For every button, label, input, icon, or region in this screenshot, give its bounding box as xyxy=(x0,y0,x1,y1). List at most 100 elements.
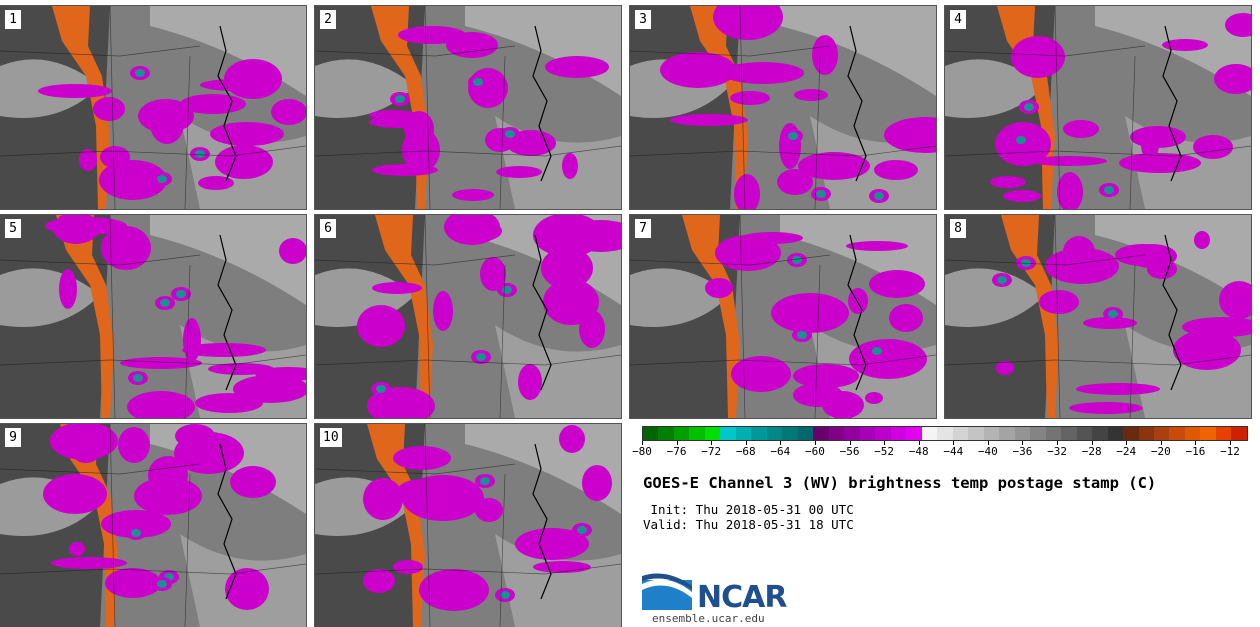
colorbar-swatch xyxy=(968,427,984,440)
colorbar-tick-label: −20 xyxy=(1150,445,1171,458)
ensemble-member-panel: 8 xyxy=(944,214,1252,419)
colorbar-swatch xyxy=(813,427,829,440)
site-url: ensemble.ucar.edu xyxy=(652,612,765,625)
colorbar-ticks: −80 −76 −72 −68 −64 −60 −56 −52 −48 −44 −40 −36 −32 −… xyxy=(632,441,1248,461)
panel-number: 3 xyxy=(635,10,651,29)
ensemble-member-panel: 5 xyxy=(0,214,307,419)
colorbar-tick-label: −56 xyxy=(839,445,860,458)
colorbar xyxy=(642,426,1248,441)
colorbar-tick-mark xyxy=(849,441,851,445)
ensemble-member-panel: 4 xyxy=(944,5,1252,210)
colorbar-swatch xyxy=(983,427,1000,440)
colorbar-tick-label: −40 xyxy=(977,445,998,458)
logo-wordmark: NCAR xyxy=(697,580,787,615)
colorbar-swatch xyxy=(1092,427,1108,440)
colorbar-swatch xyxy=(828,427,845,440)
colorbar-tick-mark xyxy=(1057,441,1059,445)
colorbar-tick-label: −32 xyxy=(1047,445,1067,458)
ensemble-member-panel: 6 xyxy=(314,214,622,419)
colorbar-swatch xyxy=(735,427,752,440)
colorbar-swatch xyxy=(1231,427,1247,440)
colorbar-swatch xyxy=(782,427,798,440)
colorbar-swatch xyxy=(875,427,891,440)
ncar-logo-icon xyxy=(642,573,692,610)
panel-number: 2 xyxy=(320,10,336,29)
colorbar-tick-mark xyxy=(745,441,747,445)
colorbar-tick-label: −36 xyxy=(1012,445,1033,458)
ensemble-member-panel: 2 xyxy=(314,5,622,210)
brightness-temp-map xyxy=(630,6,936,209)
panel-number: 6 xyxy=(320,219,336,238)
colorbar-tick-mark xyxy=(1195,441,1197,445)
colorbar-swatch xyxy=(643,427,659,440)
panel-number: 5 xyxy=(5,219,21,238)
panel-number: 8 xyxy=(950,219,966,238)
colorbar-swatch xyxy=(1030,427,1046,440)
ensemble-member-panel: 3 xyxy=(629,5,937,210)
colorbar-tick-mark xyxy=(1230,441,1231,445)
colorbar-swatch xyxy=(1045,427,1062,440)
colorbar-swatch xyxy=(906,427,922,440)
colorbar-tick-label: −16 xyxy=(1185,445,1206,458)
brightness-temp-map xyxy=(0,424,306,627)
colorbar-swatch xyxy=(766,427,783,440)
colorbar-swatch xyxy=(1169,427,1185,440)
panel-number: 10 xyxy=(320,428,342,447)
init-time: Init: Thu 2018-05-31 00 UTC xyxy=(643,502,854,517)
figure-title: GOES-E Channel 3 (WV) brightness temp po… xyxy=(643,474,1157,492)
brightness-temp-map xyxy=(945,215,1251,418)
colorbar-tick-mark xyxy=(676,441,678,445)
colorbar-tick-label: −76 xyxy=(666,445,687,458)
colorbar-swatch xyxy=(1061,427,1077,440)
colorbar-tick-label: −64 xyxy=(770,445,791,458)
colorbar-swatch xyxy=(1076,427,1093,440)
colorbar-tick-mark xyxy=(1091,441,1093,445)
colorbar-tick-mark xyxy=(1126,441,1128,445)
panel-number: 9 xyxy=(5,428,21,447)
colorbar-swatch xyxy=(952,427,969,440)
colorbar-tick-label: −24 xyxy=(1116,445,1137,458)
colorbar-tick-label: −48 xyxy=(908,445,929,458)
colorbar-swatch xyxy=(1215,427,1232,440)
colorbar-swatch xyxy=(999,427,1015,440)
colorbar-swatch xyxy=(673,427,690,440)
colorbar-tick-mark xyxy=(814,441,816,445)
colorbar-swatch xyxy=(1138,427,1154,440)
colorbar-swatch xyxy=(720,427,736,440)
colorbar-swatch xyxy=(1107,427,1124,440)
colorbar-tick-mark xyxy=(884,441,886,445)
brightness-temp-map xyxy=(315,6,621,209)
colorbar-swatch xyxy=(921,427,938,440)
ensemble-member-panel: 7 xyxy=(629,214,937,419)
brightness-temp-map xyxy=(315,424,621,627)
colorbar-tick-label: −60 xyxy=(805,445,825,458)
brightness-temp-map xyxy=(630,215,936,418)
colorbar-tick-label: −68 xyxy=(735,445,756,458)
colorbar-tick-mark xyxy=(1160,441,1162,445)
colorbar-swatch xyxy=(844,427,860,440)
colorbar-swatch xyxy=(1184,427,1201,440)
ensemble-member-panel: 10 xyxy=(314,423,622,627)
colorbar-swatch xyxy=(658,427,674,440)
colorbar-swatch xyxy=(1200,427,1216,440)
ensemble-member-panel: 9 xyxy=(0,423,307,627)
colorbar-swatch xyxy=(937,427,953,440)
colorbar-tick-label: −28 xyxy=(1081,445,1102,458)
colorbar-tick-label: −80 xyxy=(632,445,652,458)
panel-number: 7 xyxy=(635,219,651,238)
colorbar-swatch xyxy=(704,427,721,440)
ensemble-member-panel: 1 xyxy=(0,5,307,210)
colorbar-tick-label: −72 xyxy=(701,445,722,458)
valid-time: Valid: Thu 2018-05-31 18 UTC xyxy=(643,517,854,532)
colorbar-swatch xyxy=(689,427,705,440)
brightness-temp-map xyxy=(945,6,1251,209)
colorbar-tick-mark xyxy=(780,441,782,445)
colorbar-swatch xyxy=(859,427,876,440)
colorbar-swatch xyxy=(1153,427,1170,440)
brightness-temp-map xyxy=(0,6,306,209)
colorbar-tick-mark xyxy=(1022,441,1024,445)
colorbar-tick-label: −12 xyxy=(1220,445,1240,458)
brightness-temp-map xyxy=(315,215,621,418)
colorbar-swatch xyxy=(751,427,767,440)
colorbar-tick-label: −52 xyxy=(874,445,895,458)
